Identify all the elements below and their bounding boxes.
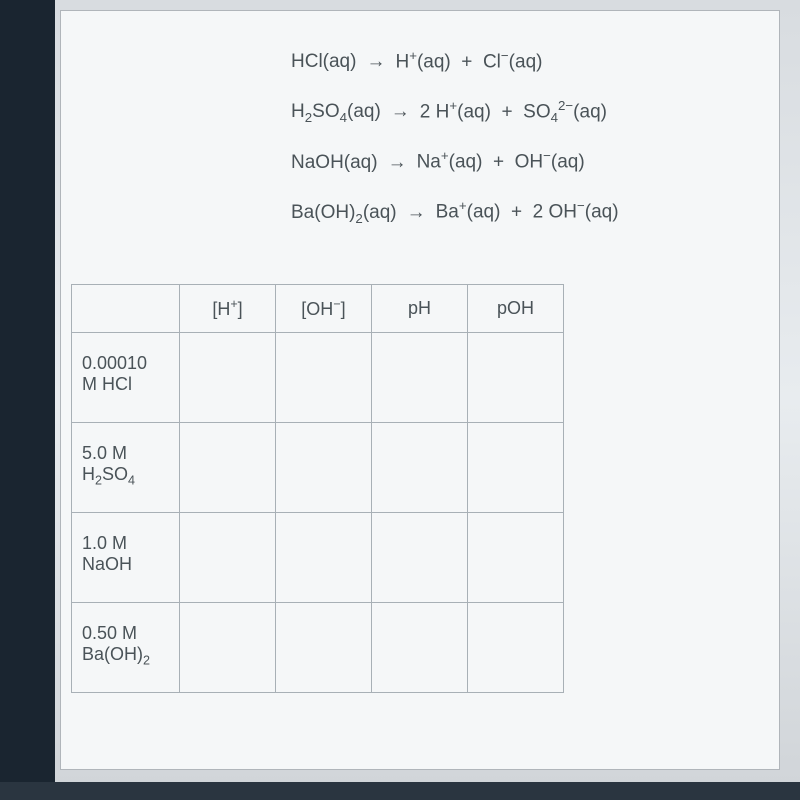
table-row: 5.0 M H2SO4 (72, 422, 564, 512)
table-row: 0.00010 M HCl (72, 332, 564, 422)
row1-line2: M HCl (82, 374, 132, 394)
cell (372, 332, 468, 422)
header-h: [H+] (180, 284, 276, 332)
cell (372, 422, 468, 512)
arrow-icon: → (407, 192, 426, 234)
eq4-reactant: Ba(OH)2(aq) (291, 192, 397, 234)
table-header-row: [H+] [OH−] pH pOH (72, 284, 564, 332)
table-row: 1.0 M NaOH (72, 512, 564, 602)
cell (180, 332, 276, 422)
equation-2: H2SO4(aq) → 2 H+(aq) + SO42−(aq) (291, 91, 759, 133)
eq2-reactant: H2SO4(aq) (291, 91, 381, 133)
table-row: 0.50 M Ba(OH)2 (72, 602, 564, 692)
cell (276, 422, 372, 512)
equation-4: Ba(OH)2(aq) → Ba+(aq) + 2 OH−(aq) (291, 191, 759, 233)
table-container: [H+] [OH−] pH pOH 0.00010 M HCl 5.0 M H2… (71, 284, 759, 693)
content-area: HCl(aq) → H+(aq) + Cl−(aq) H2SO4(aq) → 2… (60, 10, 780, 770)
header-blank (72, 284, 180, 332)
cell (468, 332, 564, 422)
row1-label: 0.00010 M HCl (72, 332, 180, 422)
cell (468, 512, 564, 602)
cell (276, 602, 372, 692)
arrow-icon: → (391, 91, 410, 133)
cell (372, 602, 468, 692)
row3-label: 1.0 M NaOH (72, 512, 180, 602)
row2-line1: 5.0 M (82, 443, 127, 463)
row4-line1: 0.50 M (82, 623, 137, 643)
left-edge-panel (0, 0, 55, 782)
header-poh: pOH (468, 284, 564, 332)
eq1-products: H+(aq) + Cl−(aq) (395, 41, 542, 83)
equation-1: HCl(aq) → H+(aq) + Cl−(aq) (291, 41, 759, 83)
row3-line1: 1.0 M (82, 533, 127, 553)
row2-label: 5.0 M H2SO4 (72, 422, 180, 512)
cell (276, 332, 372, 422)
cell (468, 602, 564, 692)
arrow-icon: → (388, 142, 407, 184)
cell (180, 602, 276, 692)
eq2-products: 2 H+(aq) + SO42−(aq) (420, 91, 607, 133)
cell (468, 422, 564, 512)
row2-line2: H2SO4 (82, 464, 135, 484)
arrow-icon: → (366, 41, 385, 83)
header-oh: [OH−] (276, 284, 372, 332)
equations-block: HCl(aq) → H+(aq) + Cl−(aq) H2SO4(aq) → 2… (291, 41, 759, 234)
eq3-reactant: NaOH(aq) (291, 142, 378, 184)
eq1-reactant: HCl(aq) (291, 41, 356, 83)
row4-line2: Ba(OH)2 (82, 644, 150, 664)
data-table: [H+] [OH−] pH pOH 0.00010 M HCl 5.0 M H2… (71, 284, 564, 693)
cell (276, 512, 372, 602)
cell (372, 512, 468, 602)
taskbar[interactable] (0, 782, 800, 800)
eq4-products: Ba+(aq) + 2 OH−(aq) (436, 191, 619, 233)
row4-label: 0.50 M Ba(OH)2 (72, 602, 180, 692)
cell (180, 422, 276, 512)
header-ph: pH (372, 284, 468, 332)
eq3-products: Na+(aq) + OH−(aq) (417, 141, 585, 183)
cell (180, 512, 276, 602)
row3-line2: NaOH (82, 554, 132, 574)
equation-3: NaOH(aq) → Na+(aq) + OH−(aq) (291, 141, 759, 183)
row1-line1: 0.00010 (82, 353, 147, 373)
